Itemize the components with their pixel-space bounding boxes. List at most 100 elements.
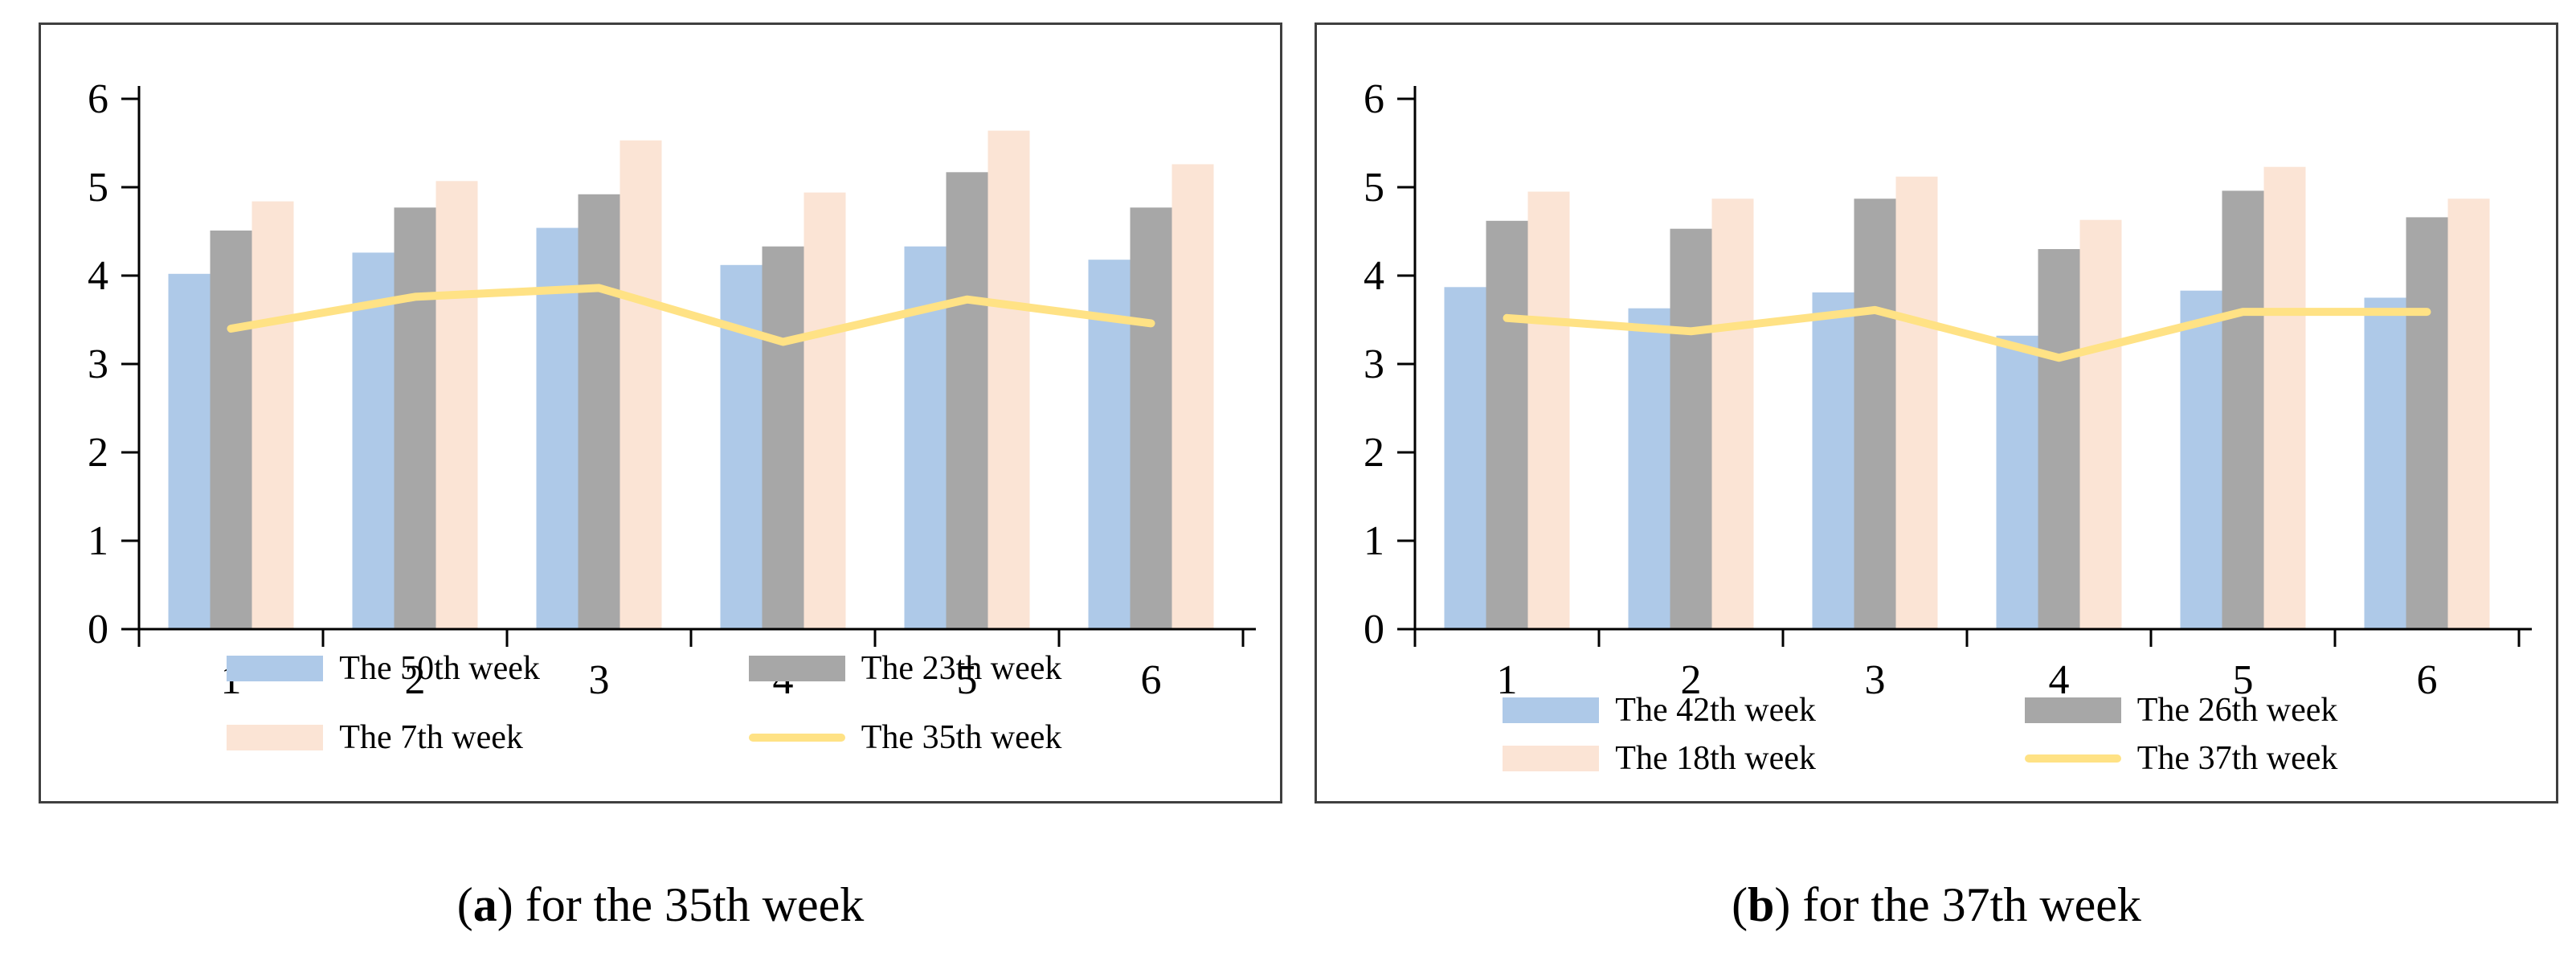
y-tick-label: 6 bbox=[1364, 76, 1384, 122]
legend-item: The 7th week bbox=[227, 719, 748, 756]
y-tick-label: 1 bbox=[88, 518, 108, 564]
bar bbox=[1527, 191, 1570, 629]
y-tick-label: 4 bbox=[1364, 253, 1384, 299]
bar bbox=[1130, 207, 1172, 629]
y-tick-label: 4 bbox=[88, 253, 108, 299]
x-category-label: 3 bbox=[589, 657, 610, 703]
legend-b: The 42th week The 26th week The 18th week T… bbox=[1503, 692, 2506, 777]
caption-b: (b) for the 37th week bbox=[1315, 877, 2558, 933]
legend-label: The 23th week bbox=[861, 649, 1062, 687]
line-series bbox=[1503, 305, 2431, 362]
bar bbox=[946, 172, 988, 630]
legend-bar-swatch bbox=[2024, 697, 2121, 723]
bar bbox=[1812, 292, 1854, 629]
legend-label: The 35th week bbox=[861, 718, 1062, 756]
chart-svg-b: 0 1 2 3 4 5 6 1 2 3 4 5 6 bbox=[1364, 76, 2532, 703]
bar bbox=[2263, 166, 2306, 629]
x-category-label: 4 bbox=[2049, 657, 2070, 703]
legend-label: The 42th week bbox=[1615, 691, 1816, 729]
legend-item: The 35th week bbox=[748, 718, 1231, 756]
caption-a-letter: a bbox=[472, 878, 497, 931]
legend-label: The 7th week bbox=[339, 718, 523, 756]
bar bbox=[536, 227, 579, 629]
bar bbox=[2222, 190, 2264, 629]
x-category-label: 5 bbox=[957, 657, 978, 703]
legend-bar-swatch bbox=[748, 655, 845, 681]
bar bbox=[2079, 219, 2122, 629]
legend-item: The 50th week bbox=[227, 650, 748, 687]
legend-a: The 50th week The 23th week The 7th week Th… bbox=[227, 650, 1230, 756]
y-tick-label: 0 bbox=[1364, 607, 1384, 652]
caption-a-text: ) for the 35th week bbox=[497, 878, 865, 931]
legend-bar-swatch bbox=[1503, 697, 1600, 723]
bar bbox=[352, 252, 395, 629]
x-category-label: 6 bbox=[2417, 657, 2438, 703]
bar bbox=[1628, 308, 1670, 629]
caption-b-text: ) for the 37th week bbox=[1774, 878, 2141, 931]
chart-panel-b: 0 1 2 3 4 5 6 1 2 3 4 5 6 The 42th week The 26th week… bbox=[1315, 22, 2558, 803]
legend-label: The 37th week bbox=[2136, 739, 2338, 777]
bar bbox=[2447, 198, 2490, 630]
legend-line-swatch bbox=[748, 733, 845, 742]
y-tick-label: 6 bbox=[88, 76, 108, 122]
y-tick-label: 1 bbox=[1364, 518, 1384, 564]
caption-b-letter: b bbox=[1748, 878, 1775, 931]
bar bbox=[578, 194, 620, 630]
y-tick-label: 2 bbox=[88, 430, 108, 476]
bar bbox=[1444, 287, 1486, 629]
y-tick-label: 2 bbox=[1364, 430, 1384, 476]
bar bbox=[1996, 335, 2038, 629]
bar bbox=[1711, 198, 1754, 630]
y-tick-label: 3 bbox=[1364, 341, 1384, 387]
bar bbox=[2038, 249, 2080, 629]
bar bbox=[251, 201, 294, 630]
legend-bar-swatch bbox=[1503, 745, 1600, 771]
bar bbox=[619, 140, 662, 629]
legend-item: The 37th week bbox=[2024, 739, 2507, 777]
y-tick-label: 5 bbox=[1364, 165, 1384, 211]
legend-bar-swatch bbox=[227, 724, 324, 750]
legend-label: The 18th week bbox=[1615, 739, 1816, 777]
legend-label: The 50th week bbox=[339, 649, 540, 687]
x-category-label: 1 bbox=[1497, 657, 1518, 703]
bar bbox=[803, 192, 846, 630]
captions-row: (a) for the 35th week (b) for the 37th w… bbox=[0, 877, 2576, 933]
bar bbox=[1171, 164, 1214, 629]
x-category-label: 2 bbox=[405, 657, 426, 703]
legend-line-swatch bbox=[2024, 754, 2121, 763]
bar bbox=[394, 207, 436, 629]
bar bbox=[210, 230, 252, 629]
y-tick-label: 0 bbox=[88, 607, 108, 652]
bar bbox=[2364, 297, 2406, 629]
bar bbox=[720, 264, 763, 629]
y-tick-label: 5 bbox=[88, 165, 108, 211]
bar bbox=[435, 181, 478, 630]
bar bbox=[1486, 220, 1528, 629]
legend-item: The 18th week bbox=[1503, 740, 2024, 777]
bar bbox=[168, 273, 211, 629]
figure-row: 0 1 2 3 4 5 6 1 2 3 4 5 6 The 50th week The 23th week… bbox=[39, 22, 2558, 803]
x-category-label: 5 bbox=[2233, 657, 2254, 703]
legend-item: The 26th week bbox=[2024, 691, 2507, 729]
legend-bar-swatch bbox=[227, 655, 324, 681]
legend-item: The 42th week bbox=[1503, 692, 2024, 729]
x-category-label: 6 bbox=[1141, 657, 1162, 703]
caption-a: (a) for the 35th week bbox=[39, 877, 1282, 933]
x-category-label: 3 bbox=[1865, 657, 1886, 703]
bar bbox=[2180, 290, 2222, 629]
bar bbox=[987, 130, 1030, 630]
bar bbox=[762, 246, 804, 629]
caption-a-prefix: ( bbox=[456, 878, 473, 931]
legend-item: The 23th week bbox=[748, 649, 1231, 687]
x-category-label: 2 bbox=[1681, 657, 1702, 703]
legend-label: The 26th week bbox=[2136, 691, 2338, 729]
bar bbox=[1895, 176, 1938, 630]
caption-b-prefix: ( bbox=[1732, 878, 1748, 931]
bar bbox=[2406, 217, 2448, 629]
line-series bbox=[227, 284, 1155, 346]
bar bbox=[1670, 228, 1712, 629]
bar bbox=[1854, 198, 1896, 630]
y-tick-label: 3 bbox=[88, 341, 108, 387]
